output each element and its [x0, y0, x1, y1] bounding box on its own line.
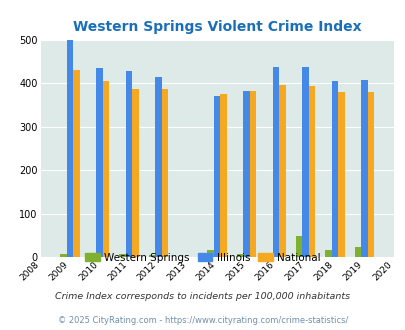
Bar: [132, 89, 138, 257]
Bar: [102, 81, 109, 257]
Bar: [220, 94, 226, 257]
Bar: [161, 89, 168, 257]
Bar: [67, 40, 73, 257]
Bar: [96, 68, 102, 257]
Bar: [148, 255, 155, 257]
Bar: [207, 249, 213, 257]
Bar: [324, 249, 331, 257]
Bar: [367, 92, 373, 257]
Title: Western Springs Violent Crime Index: Western Springs Violent Crime Index: [73, 20, 360, 34]
Bar: [60, 254, 67, 257]
Bar: [337, 92, 344, 257]
Bar: [213, 96, 220, 257]
Bar: [295, 236, 302, 257]
Bar: [272, 67, 279, 257]
Bar: [155, 77, 161, 257]
Bar: [237, 254, 243, 257]
Bar: [119, 254, 126, 257]
Legend: Western Springs, Illinois, National: Western Springs, Illinois, National: [81, 249, 324, 267]
Bar: [249, 90, 256, 257]
Bar: [90, 255, 96, 257]
Bar: [73, 70, 79, 257]
Text: © 2025 CityRating.com - https://www.cityrating.com/crime-statistics/: © 2025 CityRating.com - https://www.city…: [58, 316, 347, 325]
Bar: [243, 90, 249, 257]
Bar: [279, 85, 285, 257]
Bar: [308, 86, 314, 257]
Bar: [360, 80, 367, 257]
Text: Crime Index corresponds to incidents per 100,000 inhabitants: Crime Index corresponds to incidents per…: [55, 292, 350, 301]
Bar: [126, 71, 132, 257]
Bar: [331, 81, 337, 257]
Bar: [354, 247, 360, 257]
Bar: [302, 67, 308, 257]
